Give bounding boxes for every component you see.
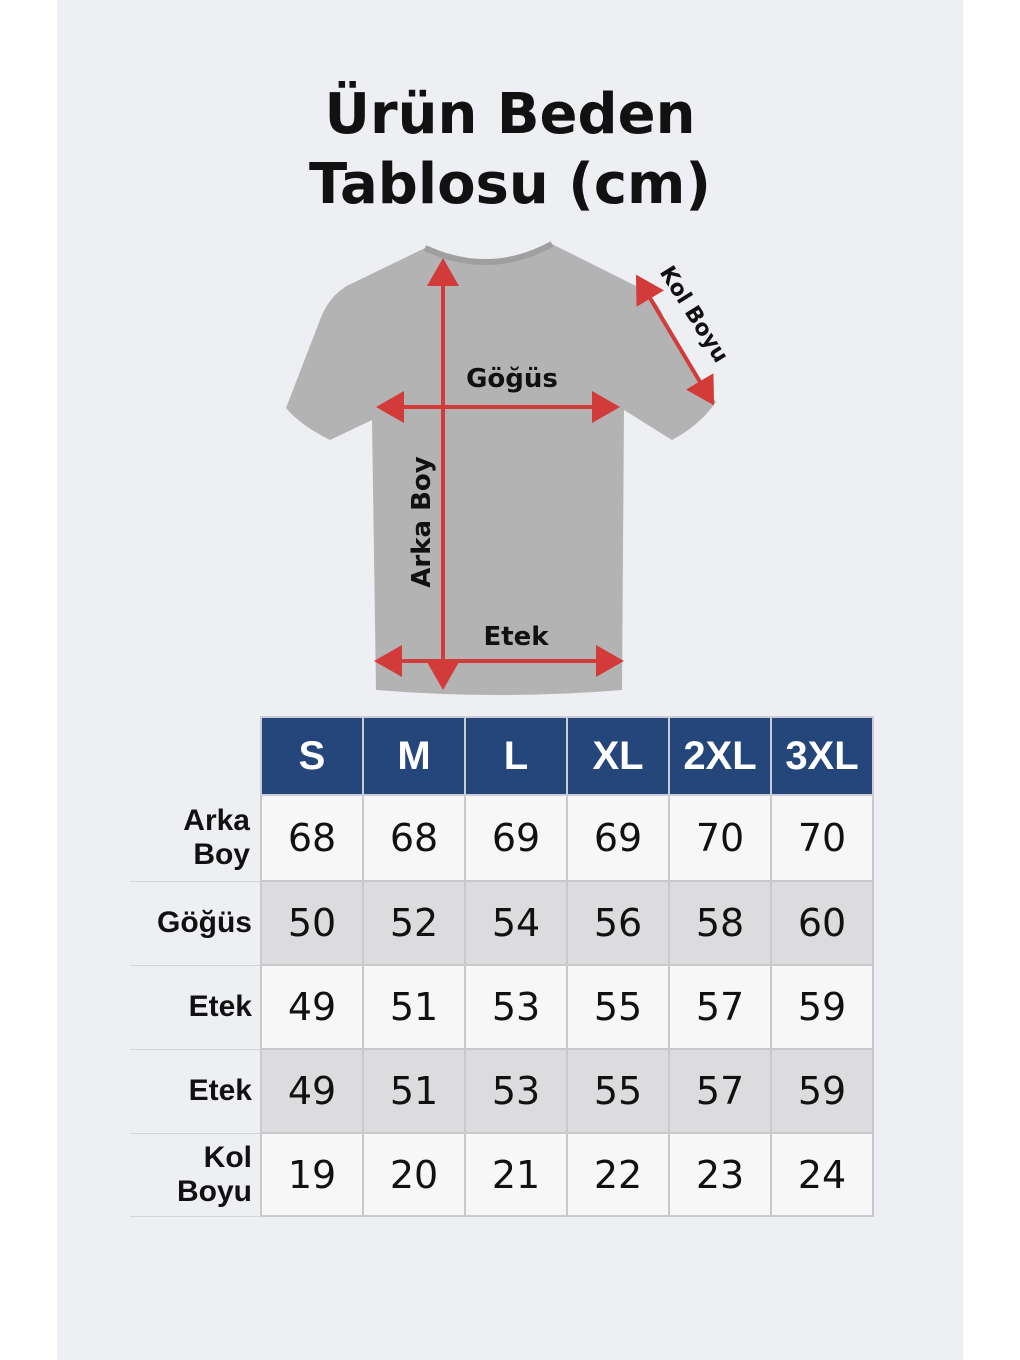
value-cell: 24 (770, 1132, 874, 1217)
value-cell: 57 (668, 964, 772, 1050)
corner-cell (130, 717, 261, 795)
table-row: Göğüs 50 52 54 56 58 60 (130, 880, 874, 966)
value-cell: 69 (464, 794, 568, 882)
value-cell: 53 (464, 964, 568, 1050)
table-row: Etek 49 51 53 55 57 59 (130, 964, 874, 1050)
value-cell: 55 (566, 1048, 670, 1134)
value-cell: 54 (464, 880, 568, 966)
sleeve-arrow (635, 274, 715, 406)
row-label: Etek (130, 965, 261, 1050)
value-cell: 21 (464, 1132, 568, 1217)
row-label: Göğüs (130, 881, 261, 966)
row-label: Etek (130, 1049, 261, 1134)
size-header-m: M (362, 716, 466, 796)
value-cell: 19 (260, 1132, 364, 1217)
back-length-label: Arka Boy (407, 456, 437, 588)
page-title: Ürün Beden Tablosu (cm) (0, 80, 1020, 220)
value-cell: 51 (362, 1048, 466, 1134)
value-cell: 58 (668, 880, 772, 966)
value-cell: 20 (362, 1132, 466, 1217)
value-cell: 23 (668, 1132, 772, 1217)
value-cell: 70 (668, 794, 772, 882)
tshirt-diagram: Göğüs Etek Arka Boy Kol Boyu (286, 241, 733, 695)
row-label: Arka Boy (130, 795, 261, 882)
measure-arrows (374, 258, 715, 690)
chest-label: Göğüs (466, 364, 558, 394)
value-cell: 49 (260, 964, 364, 1050)
title-line-2: Tablosu (cm) (309, 152, 711, 217)
value-cell: 68 (362, 794, 466, 882)
value-cell: 59 (770, 964, 874, 1050)
value-cell: 68 (260, 794, 364, 882)
size-header-xl: XL (566, 716, 670, 796)
value-cell: 52 (362, 880, 466, 966)
size-header-row: S M L XL 2XL 3XL (130, 716, 874, 796)
value-cell: 49 (260, 1048, 364, 1134)
size-table: S M L XL 2XL 3XL Arka Boy 68 68 69 69 70 70 Göğüs 50 52… (130, 716, 874, 1217)
value-cell: 55 (566, 964, 670, 1050)
tshirt-shape (286, 244, 716, 695)
title-line-1: Ürün Beden (324, 82, 696, 147)
value-cell: 53 (464, 1048, 568, 1134)
hem-label: Etek (483, 622, 549, 652)
size-header-l: L (464, 716, 568, 796)
table-row: Kol Boyu 19 20 21 22 23 24 (130, 1132, 874, 1217)
value-cell: 51 (362, 964, 466, 1050)
value-cell: 59 (770, 1048, 874, 1134)
value-cell: 69 (566, 794, 670, 882)
size-header-3xl: 3XL (770, 716, 874, 796)
value-cell: 50 (260, 880, 364, 966)
size-header-s: S (260, 716, 364, 796)
value-cell: 60 (770, 880, 874, 966)
row-label: Kol Boyu (130, 1133, 261, 1217)
value-cell: 56 (566, 880, 670, 966)
size-header-2xl: 2XL (668, 716, 772, 796)
value-cell: 70 (770, 794, 874, 882)
value-cell: 22 (566, 1132, 670, 1217)
table-row: Arka Boy 68 68 69 69 70 70 (130, 794, 874, 882)
table-row: Etek 49 51 53 55 57 59 (130, 1048, 874, 1134)
value-cell: 57 (668, 1048, 772, 1134)
